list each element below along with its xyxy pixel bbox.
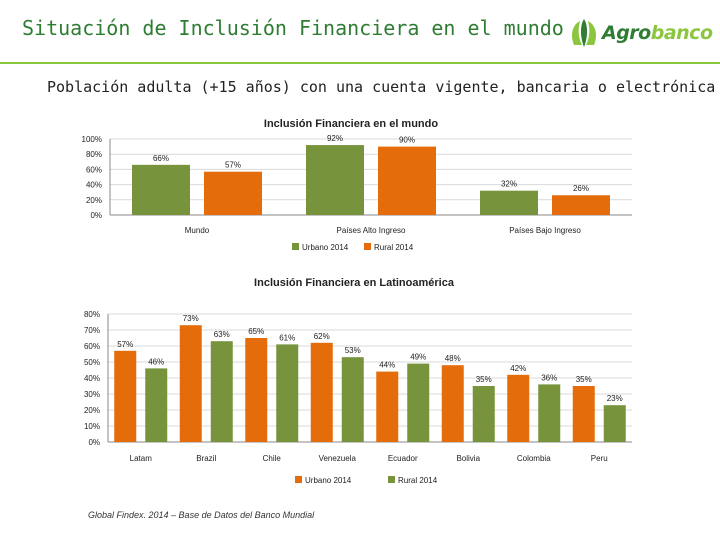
y-tick-label: 80% [86, 150, 102, 159]
y-tick-label: 100% [82, 135, 102, 144]
data-label: 73% [183, 314, 199, 323]
data-label: 35% [476, 375, 492, 384]
x-tick-label: Países Alto Ingreso [337, 226, 406, 235]
bar-latam-rural-7 [603, 405, 626, 442]
header-divider [0, 62, 720, 64]
y-tick-label: 80% [84, 310, 100, 319]
data-label: 35% [576, 375, 592, 384]
data-label: 32% [501, 180, 517, 189]
legend-swatch [388, 476, 395, 483]
legend-swatch [364, 243, 371, 250]
y-tick-label: 50% [84, 358, 100, 367]
bar-latam-urbano-0 [114, 350, 137, 442]
x-tick-label: Colombia [517, 454, 551, 463]
data-label: 23% [607, 394, 623, 403]
legend-swatch [295, 476, 302, 483]
x-tick-label: Mundo [185, 226, 210, 235]
x-tick-label: Ecuador [388, 454, 418, 463]
bar-world-urbano-1 [306, 145, 364, 215]
y-tick-label: 20% [86, 196, 102, 205]
bar-latam-rural-4 [407, 363, 430, 442]
data-label: 57% [225, 161, 241, 170]
leaf-icon [572, 19, 596, 47]
source-note: Global Findex. 2014 – Base de Datos del … [88, 510, 315, 520]
legend-label: Urbano 2014 [305, 476, 352, 485]
bar-latam-urbano-1 [179, 325, 202, 442]
bar-latam-rural-2 [276, 344, 299, 442]
data-label: 90% [399, 136, 415, 145]
data-label: 53% [345, 346, 361, 355]
bar-latam-urbano-5 [441, 365, 464, 442]
chart-title-latam: Inclusión Financiera en Latinoamérica [254, 277, 455, 289]
data-label: 26% [573, 184, 589, 193]
x-tick-label: Venezuela [319, 454, 357, 463]
y-tick-label: 40% [86, 181, 102, 190]
y-tick-label: 60% [84, 342, 100, 351]
data-label: 44% [379, 361, 395, 370]
bar-latam-urbano-6 [507, 374, 530, 442]
data-label: 42% [510, 364, 526, 373]
data-label: 61% [279, 333, 295, 342]
chart-latam: Inclusión Financiera en Latinoamérica 0% 1… [84, 277, 632, 485]
x-tick-label: Bolivia [456, 454, 480, 463]
data-label: 57% [117, 340, 133, 349]
y-tick-label: 30% [84, 390, 100, 399]
y-tick-label: 0% [88, 438, 100, 447]
bar-latam-rural-5 [472, 386, 495, 442]
bar-latam-rural-0 [145, 368, 168, 442]
legend-label: Rural 2014 [398, 476, 438, 485]
data-label: 62% [314, 332, 330, 341]
data-label: 46% [148, 357, 164, 366]
data-label: 65% [248, 327, 264, 336]
y-tick-label: 20% [84, 406, 100, 415]
x-tick-label: Brazil [196, 454, 216, 463]
bar-latam-rural-1 [210, 341, 233, 442]
y-tick-label: 10% [84, 422, 100, 431]
page-title: Situación de Inclusión Financiera en el … [22, 16, 564, 40]
chart-world: Inclusión Financiera en el mundo 0% 20% 40%… [82, 118, 632, 252]
y-tick-label: 0% [90, 211, 102, 220]
data-label: 36% [541, 373, 557, 382]
bar-world-rural-2 [552, 195, 610, 215]
data-label: 63% [214, 330, 230, 339]
x-tick-label: Latam [130, 454, 153, 463]
data-label: 48% [445, 354, 461, 363]
x-tick-label: Chile [263, 454, 282, 463]
legend-label: Urbano 2014 [302, 243, 349, 252]
bar-world-urbano-0 [132, 164, 190, 215]
bar-latam-urbano-7 [572, 386, 595, 442]
logo-text: Agrobanco [602, 22, 713, 44]
bar-latam-rural-6 [538, 384, 561, 442]
x-tick-label: Peru [591, 454, 608, 463]
bar-latam-rural-3 [341, 357, 364, 442]
y-tick-label: 60% [86, 165, 102, 174]
legend-label: Rural 2014 [374, 243, 414, 252]
bar-world-rural-1 [378, 146, 436, 215]
bar-world-rural-0 [204, 171, 262, 215]
subtitle: Población adulta (+15 años) con una cuen… [47, 78, 716, 96]
bar-latam-urbano-4 [376, 371, 399, 442]
y-tick-label: 70% [84, 326, 100, 335]
agrobanco-logo: Agrobanco [566, 14, 713, 52]
data-label: 66% [153, 154, 169, 163]
bar-world-urbano-2 [480, 190, 538, 215]
legend-swatch [292, 243, 299, 250]
bar-latam-urbano-2 [245, 338, 268, 442]
x-tick-label: Países Bajo Ingreso [509, 226, 581, 235]
chart-title-world: Inclusión Financiera en el mundo [264, 118, 438, 130]
logo-text-banco: banco [650, 22, 713, 44]
logo-text-agro: Agro [602, 22, 651, 44]
data-label: 92% [327, 134, 343, 143]
y-tick-label: 40% [84, 374, 100, 383]
bar-latam-urbano-3 [310, 342, 333, 442]
data-label: 49% [410, 353, 426, 362]
